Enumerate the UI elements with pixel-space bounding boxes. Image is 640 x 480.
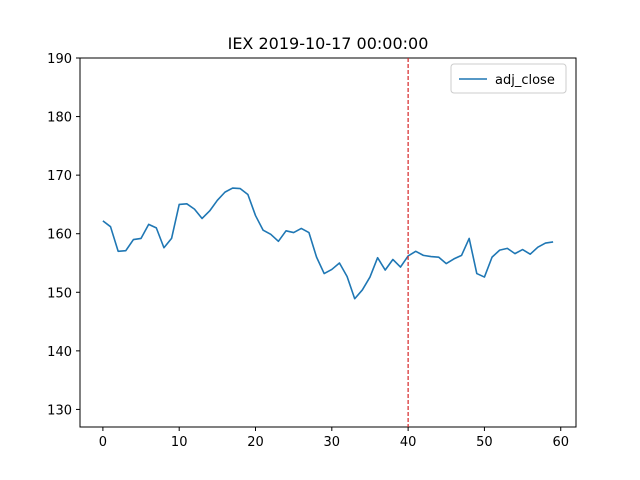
y-tick-label: 190 [47, 52, 72, 67]
x-tick-label: 40 [400, 435, 417, 450]
chart-title: IEX 2019-10-17 00:00:00 [228, 34, 429, 53]
x-tick-label: 0 [99, 435, 107, 450]
x-tick-label: 10 [171, 435, 188, 450]
y-tick-label: 160 [47, 228, 72, 243]
legend-box [450, 63, 567, 94]
axes-frame [79, 57, 577, 428]
x-tick-label: 60 [552, 435, 569, 450]
legend-label: adj_close [495, 73, 555, 88]
x-tick-label: 50 [476, 435, 493, 450]
x-tick-label: 30 [324, 435, 341, 450]
plot-area: 0 10 20 30 40 50 60 130 140 150 160 170 180 190 adj_cl… [47, 52, 577, 450]
y-tick-label: 130 [47, 403, 72, 418]
y-tick-label: 180 [47, 111, 72, 126]
y-tick-label: 150 [47, 286, 72, 301]
y-tick-label: 140 [47, 345, 72, 360]
y-tick-label: 170 [47, 169, 72, 184]
x-tick-label: 20 [247, 435, 264, 450]
series-line-adj_close [102, 187, 554, 300]
